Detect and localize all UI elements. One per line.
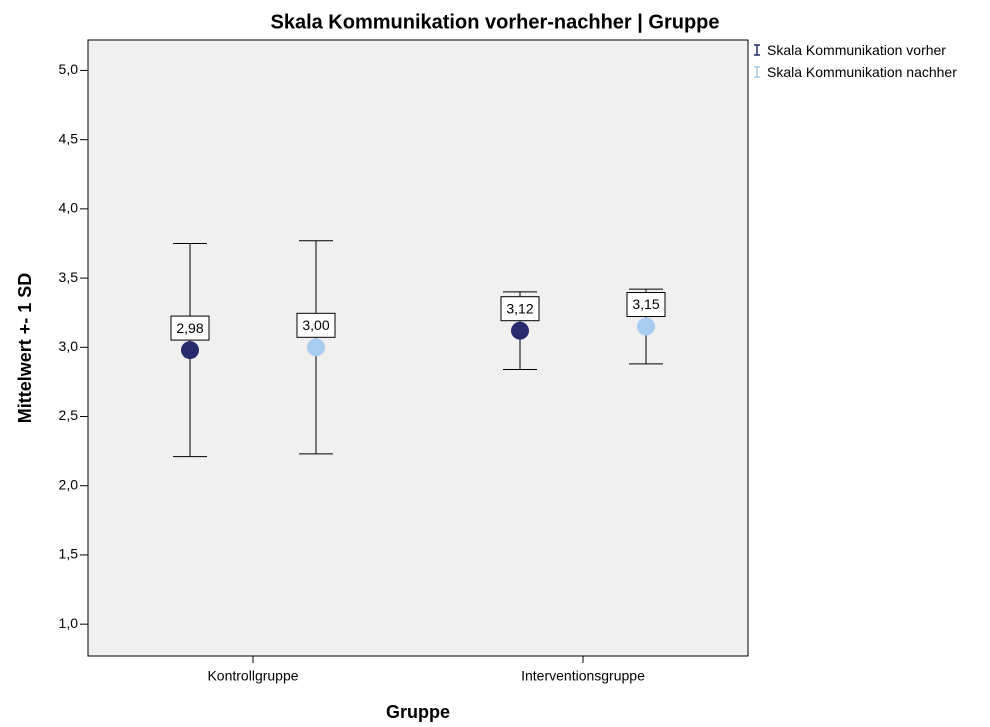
value-label: 3,15 <box>632 296 659 312</box>
y-tick-label: 3,5 <box>59 269 79 285</box>
mean-marker <box>181 341 199 360</box>
y-tick-label: 2,5 <box>59 407 79 423</box>
y-tick-label: 4,0 <box>59 200 79 216</box>
y-tick-label: 1,0 <box>59 615 79 631</box>
chart-title: Skala Kommunikation vorher-nachher | Gru… <box>270 11 719 33</box>
value-label-box <box>626 292 666 318</box>
mean-marker <box>637 317 655 336</box>
y-tick-label: 3,0 <box>59 338 79 354</box>
y-tick-label: 2,0 <box>59 476 79 492</box>
x-tick-label: Kontrollgruppe <box>207 668 298 684</box>
value-label: 3,00 <box>302 317 329 333</box>
value-label: 2,98 <box>176 320 203 336</box>
y-tick-label: 5,0 <box>59 61 79 77</box>
y-tick-label: 4,5 <box>59 130 79 146</box>
y-tick-label: 1,5 <box>59 546 79 562</box>
value-label-box <box>170 315 210 341</box>
mean-marker <box>511 321 529 340</box>
y-axis-label: Mittelwert +- 1 SD <box>15 273 35 424</box>
legend-label: Skala Kommunikation nachher <box>767 64 957 80</box>
x-axis-label: Gruppe <box>386 702 450 722</box>
legend-label: Skala Kommunikation vorher <box>767 42 946 58</box>
x-tick-label: Interventionsgruppe <box>521 668 645 684</box>
value-label-box <box>500 296 540 322</box>
mean-marker <box>307 338 325 357</box>
value-label: 3,12 <box>506 300 533 316</box>
value-label-box <box>296 312 336 338</box>
